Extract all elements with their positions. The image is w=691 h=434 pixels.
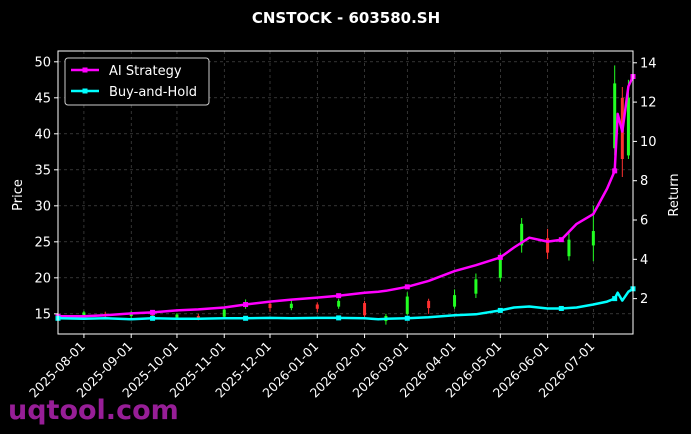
- left-tick-label: 30: [34, 199, 51, 214]
- right-tick-label: 12: [640, 96, 657, 111]
- left-tick-label: 25: [34, 235, 51, 250]
- right-axis: 2 4 6 8 10 12 14: [633, 56, 657, 307]
- candle-body: [474, 279, 478, 294]
- left-tick-label: 15: [34, 307, 51, 322]
- watermark: uqtool.com: [8, 395, 179, 426]
- series-point-buy-and-hold: [243, 315, 249, 321]
- series-point-buy-and-hold: [404, 315, 410, 321]
- left-tick-label: 35: [34, 163, 51, 178]
- left-axis-label: Price: [11, 179, 26, 211]
- candle-body: [82, 312, 86, 317]
- candle-body: [613, 83, 617, 149]
- candle-body: [222, 309, 226, 317]
- series-point-ai-strategy: [150, 309, 156, 315]
- legend-marker-ai-strategy: [82, 67, 88, 73]
- candle-body: [289, 303, 293, 309]
- candle-body: [520, 223, 524, 246]
- candle-body: [591, 231, 595, 246]
- candle-body: [567, 239, 571, 257]
- candle-body: [427, 300, 431, 309]
- legend-box: [64, 57, 210, 106]
- left-tick-label: 50: [34, 55, 51, 70]
- chart-title: CNSTOCK - 603580.SH: [252, 9, 440, 27]
- right-tick-label: 2: [640, 292, 648, 307]
- candle-body: [498, 259, 502, 278]
- right-tick-label: 14: [640, 56, 657, 71]
- series-point-ai-strategy: [612, 168, 618, 174]
- left-tick-label: 45: [34, 91, 51, 106]
- plot-frame: [57, 50, 634, 335]
- series-point-buy-and-hold: [150, 315, 156, 321]
- right-tick-label: 8: [640, 174, 648, 189]
- candle-body: [363, 303, 367, 316]
- right-tick-label: 6: [640, 214, 648, 229]
- left-tick-label: 20: [34, 271, 51, 286]
- legend: AI Strategy Buy-and-Hold: [64, 57, 210, 106]
- candle-body: [268, 303, 272, 309]
- candle-body: [337, 300, 341, 307]
- series-point-ai-strategy: [404, 284, 410, 290]
- left-axis: 15 20 25 30 35 40 45 50: [34, 55, 58, 322]
- series-point-buy-and-hold: [612, 296, 618, 302]
- candle-body: [196, 315, 200, 319]
- series-point-ai-strategy: [558, 237, 564, 243]
- series-point-ai-strategy: [497, 254, 503, 260]
- candle-body: [626, 97, 630, 156]
- right-axis-label: Return: [667, 173, 682, 216]
- series-point-ai-strategy: [336, 293, 342, 299]
- candle-body: [175, 314, 179, 318]
- series-point-buy-and-hold: [497, 307, 503, 313]
- candle-body: [405, 296, 409, 314]
- legend-label-buy-and-hold: Buy-and-Hold: [109, 85, 197, 100]
- candle-body: [546, 238, 550, 253]
- right-tick-label: 4: [640, 253, 648, 268]
- candle-body: [453, 295, 457, 307]
- series-point-ai-strategy: [243, 302, 249, 308]
- series-point-buy-and-hold: [336, 315, 342, 321]
- series-point-buy-and-hold: [558, 305, 564, 311]
- left-tick-label: 40: [34, 127, 51, 142]
- legend-marker-buy-and-hold: [82, 88, 88, 94]
- legend-label-ai-strategy: AI Strategy: [109, 64, 182, 79]
- right-tick-label: 10: [640, 135, 657, 150]
- candle-body: [315, 304, 319, 309]
